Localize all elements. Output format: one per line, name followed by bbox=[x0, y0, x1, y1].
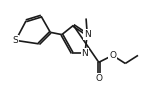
Text: O: O bbox=[109, 51, 116, 60]
Text: N: N bbox=[82, 49, 88, 58]
Text: S: S bbox=[13, 36, 19, 45]
Text: N: N bbox=[84, 30, 91, 39]
Text: O: O bbox=[95, 74, 102, 83]
